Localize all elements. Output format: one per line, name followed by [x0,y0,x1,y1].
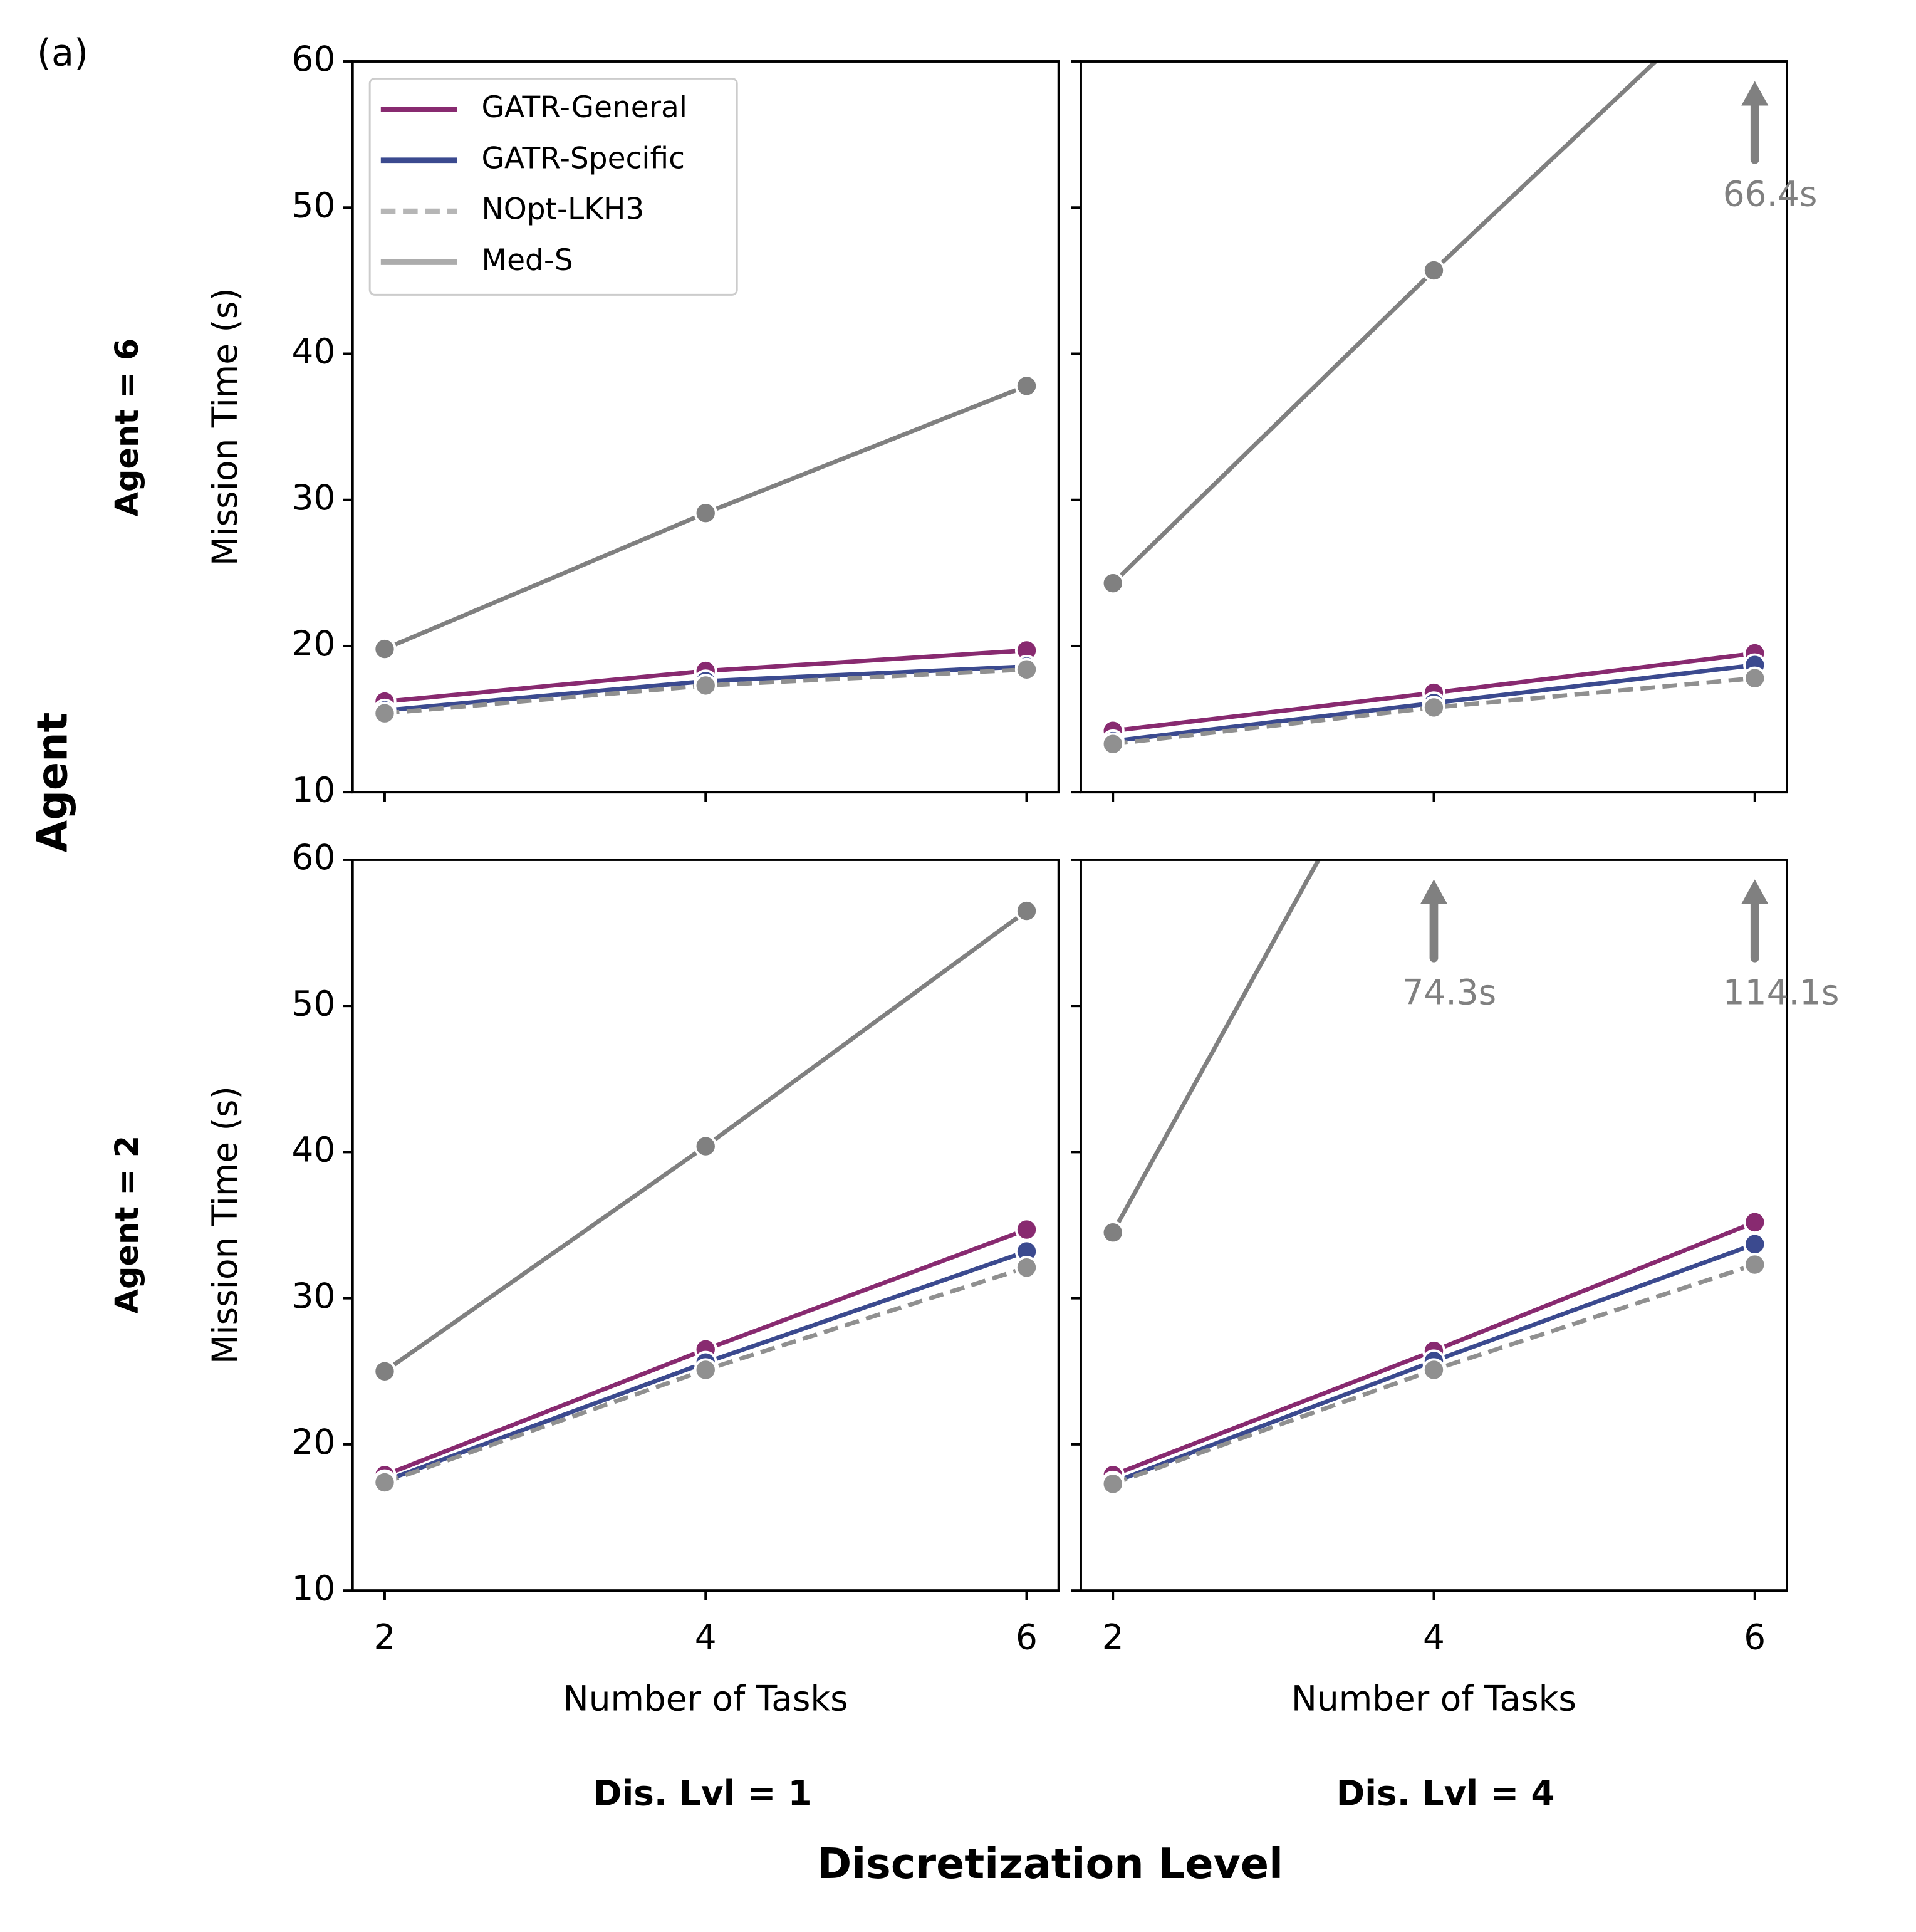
marker [373,1470,397,1495]
marker [1424,640,1444,661]
marker [1743,666,1767,690]
y-tick-label: 10 [291,770,335,810]
value-label: 114.1s [1723,973,1840,1013]
panel-label: (a) [37,31,88,74]
y-tick-label: 40 [291,332,335,372]
value-label: 74.3s [1402,973,1497,1013]
marker [1743,1210,1767,1235]
x-axis-label: Number of Tasks [563,1679,848,1719]
x-tick-label: 4 [695,1617,717,1658]
marker [694,674,717,697]
y-tick-label: 60 [291,39,335,79]
arrow-head [1741,81,1769,106]
row-title: Agent [28,713,76,853]
series-line [1111,61,1659,585]
y-tick-label: 20 [291,624,335,664]
y-tick-label: 50 [291,983,335,1023]
x-tick-label: 2 [1102,1617,1124,1658]
marker [694,501,717,525]
legend-box [368,77,738,296]
x-tick-label: 2 [374,1617,396,1658]
plot-area [1101,61,1767,756]
legend-label: GATR-Specific [482,141,685,175]
col-title: Discretization Level [817,1839,1283,1888]
y-tick-label: 30 [291,478,335,518]
y-tick-label: 30 [291,1276,335,1316]
marker [1101,732,1125,756]
marker [1101,572,1125,595]
marker [1101,1221,1125,1245]
plot-area [373,374,1039,725]
col-label: Dis. Lvl = 1 [593,1773,812,1814]
row-label: Agent = 6 [109,338,146,517]
marker [373,701,397,725]
marker [1101,1472,1125,1496]
marker [373,1359,397,1383]
y-axis-label: Mission Time (s) [205,1086,245,1364]
marker [1743,1232,1767,1256]
legend-label: NOpt-LKH3 [482,192,645,227]
marker [373,637,397,661]
arrow-head [1420,879,1448,904]
marker [1014,1256,1039,1280]
row-label: Agent = 2 [109,1136,146,1314]
marker [1422,1358,1446,1382]
plot-area [1101,640,1767,1496]
marker [694,1358,717,1382]
value-label: 66.4s [1723,174,1818,214]
y-tick-label: 40 [291,1130,335,1170]
axes-frame [351,859,1060,1592]
marker [1014,899,1039,923]
y-tick-label: 60 [291,837,335,877]
marker [1014,657,1039,681]
series-line [1111,859,1321,1234]
marker [694,1134,717,1158]
marker [1743,1253,1767,1277]
plot-area [373,899,1039,1495]
y-tick-label: 10 [291,1568,335,1608]
x-tick-label: 4 [1423,1617,1445,1658]
marker [1014,1218,1039,1241]
legend-label: GATR-General [482,90,687,125]
axes-frame [1080,859,1788,1592]
col-label: Dis. Lvl = 4 [1336,1773,1555,1814]
marker [1422,696,1446,719]
marker [1422,258,1446,283]
y-tick-label: 20 [291,1422,335,1462]
x-tick-label: 6 [1744,1617,1766,1658]
y-axis-label: Mission Time (s) [205,288,245,566]
x-tick-label: 6 [1016,1617,1038,1658]
arrow-head [1741,879,1769,904]
marker [1014,374,1039,398]
legend-label: Med-S [482,243,573,278]
x-axis-label: Number of Tasks [1291,1679,1576,1719]
y-tick-label: 50 [291,185,335,225]
